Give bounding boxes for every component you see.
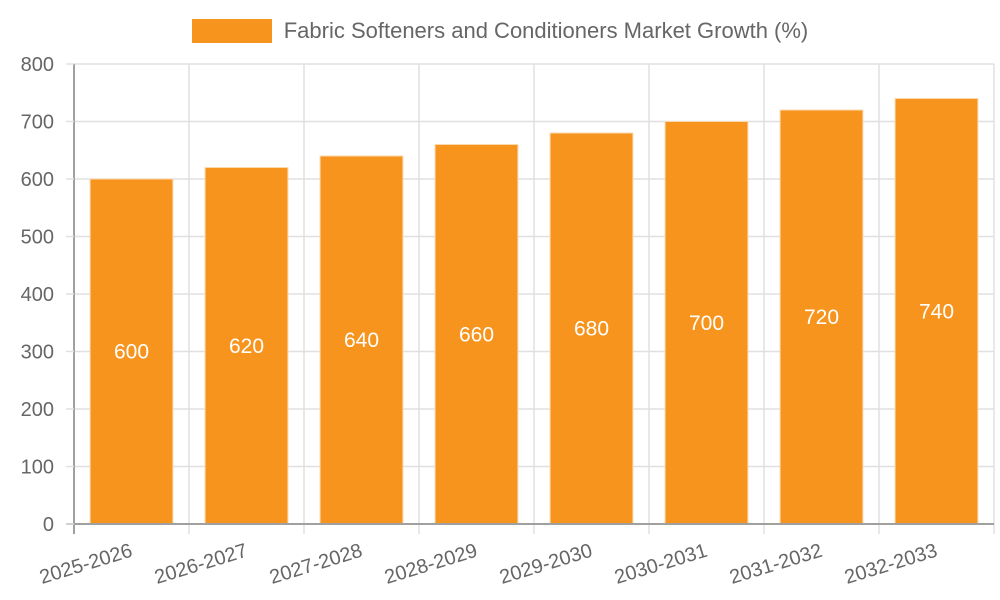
x-tick-label: 2025-2026 — [37, 540, 135, 589]
bar-value-label: 620 — [229, 335, 264, 358]
y-tick-label: 100 — [21, 457, 54, 479]
y-tick-label: 400 — [21, 284, 54, 306]
y-tick-label: 800 — [21, 54, 54, 76]
y-tick-label: 500 — [21, 227, 54, 249]
bar-value-label: 640 — [344, 329, 379, 352]
bar[interactable] — [664, 121, 749, 525]
x-tick-label: 2032-2033 — [842, 540, 940, 589]
bar-value-label: 720 — [804, 306, 839, 329]
x-tick-label: 2031-2032 — [727, 540, 825, 589]
chart-legend: Fabric Softeners and Conditioners Market… — [0, 18, 1000, 44]
bar-value-label: 680 — [574, 318, 609, 341]
y-axis-ticks: 0 100 200 300 400 500 600 700 800 — [21, 54, 74, 536]
x-tick-label: 2029-2030 — [497, 540, 595, 589]
y-tick-label: 0 — [43, 514, 54, 536]
bar[interactable] — [89, 178, 174, 525]
bar-value-label: 740 — [919, 300, 954, 323]
bar-value-label: 660 — [459, 323, 494, 346]
bar[interactable] — [549, 132, 634, 525]
x-axis-ticks: 2025-2026 2026-2027 2027-2028 2028-2029 2029… — [37, 540, 940, 589]
y-tick-label: 700 — [21, 112, 54, 134]
legend-swatch[interactable] — [191, 19, 272, 43]
bar[interactable] — [204, 167, 289, 525]
bars: 600 620 640 660 680 700 720 740 — [89, 98, 979, 525]
bar[interactable] — [894, 98, 979, 525]
x-tick-label: 2030-2031 — [612, 540, 710, 589]
y-tick-label: 600 — [21, 169, 54, 191]
legend-label[interactable]: Fabric Softeners and Conditioners Market… — [283, 18, 809, 43]
x-tick-label: 2026-2027 — [152, 540, 250, 589]
y-tick-label: 200 — [21, 399, 54, 421]
x-tick-label: 2027-2028 — [267, 540, 365, 589]
bar-value-label: 700 — [689, 312, 724, 335]
x-tick-label: 2028-2029 — [382, 540, 480, 589]
bar-value-label: 600 — [114, 341, 149, 364]
axes — [66, 64, 994, 534]
bar[interactable] — [319, 155, 404, 525]
bar[interactable] — [434, 144, 519, 525]
y-tick-label: 300 — [21, 342, 54, 364]
bar[interactable] — [779, 109, 864, 525]
